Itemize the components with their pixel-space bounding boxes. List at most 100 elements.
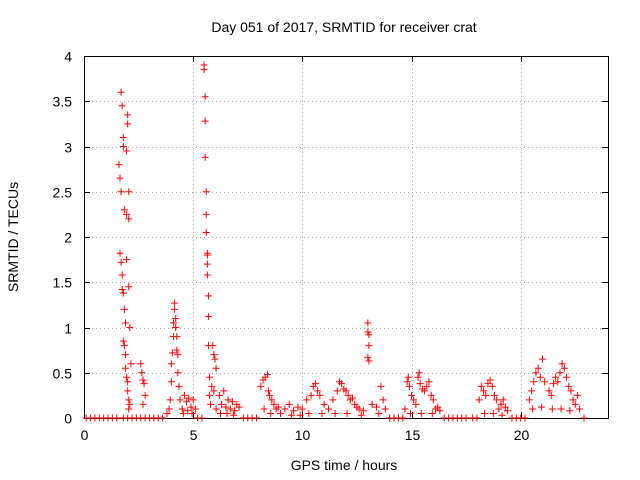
data-point — [139, 376, 147, 384]
data-point — [552, 373, 560, 381]
data-point — [202, 188, 210, 196]
data-point — [139, 400, 147, 408]
x-tick-label: 15 — [405, 427, 421, 443]
data-point — [119, 289, 127, 297]
data-point — [123, 210, 131, 218]
data-point — [113, 414, 121, 422]
data-point — [267, 409, 275, 417]
data-point — [545, 387, 553, 395]
data-point — [201, 117, 209, 125]
data-point — [427, 391, 435, 399]
data-point — [480, 387, 488, 395]
y-tick-label: 1.5 — [53, 275, 73, 291]
data-point — [405, 382, 413, 390]
data-point — [404, 373, 412, 381]
data-point — [556, 369, 564, 377]
data-point — [171, 305, 179, 313]
data-point — [201, 93, 209, 101]
data-point — [499, 396, 507, 404]
data-point — [119, 337, 127, 345]
data-point — [212, 364, 220, 372]
data-point — [318, 409, 326, 417]
data-point — [557, 405, 565, 413]
data-point — [343, 409, 351, 417]
data-point — [495, 405, 503, 413]
data-point — [263, 371, 271, 379]
data-point — [554, 378, 562, 386]
data-point — [285, 400, 293, 408]
data-point — [118, 285, 126, 293]
y-tick-label: 4 — [64, 49, 72, 65]
data-point — [124, 378, 132, 386]
data-point — [482, 391, 490, 399]
data-point — [475, 396, 483, 404]
data-point — [528, 387, 536, 395]
data-point — [200, 61, 208, 69]
data-point — [436, 407, 444, 415]
data-point — [571, 400, 579, 408]
data-point — [126, 324, 134, 331]
data-point — [294, 403, 302, 411]
data-point — [119, 143, 127, 150]
data-point — [204, 292, 212, 300]
data-point — [121, 351, 129, 359]
data-point — [381, 405, 389, 413]
data-point — [425, 378, 433, 386]
data-point — [208, 382, 216, 390]
data-point — [490, 391, 498, 399]
data-point — [224, 396, 232, 404]
data-point — [403, 378, 411, 386]
data-point — [167, 378, 175, 386]
data-point — [264, 387, 272, 395]
x-tick-label: 20 — [514, 427, 530, 443]
data-point — [565, 382, 573, 390]
data-point — [296, 411, 304, 419]
data-point — [576, 405, 584, 413]
data-point — [159, 414, 167, 422]
data-point — [497, 400, 505, 408]
data-point — [204, 313, 212, 321]
data-point — [137, 360, 145, 368]
data-point — [489, 409, 497, 417]
data-point — [549, 380, 557, 388]
data-point — [537, 403, 545, 411]
data-point — [569, 396, 577, 404]
data-point — [116, 249, 124, 257]
data-point — [183, 398, 191, 406]
data-point — [560, 364, 568, 372]
data-point — [344, 391, 352, 399]
data-point — [235, 403, 243, 411]
data-point — [357, 411, 365, 419]
data-point — [373, 403, 381, 411]
data-point — [179, 409, 187, 417]
data-point — [173, 346, 181, 354]
y-tick-label: 0.5 — [53, 366, 73, 382]
grid-lines — [84, 56, 608, 418]
data-point — [311, 380, 319, 388]
data-point — [118, 102, 126, 110]
data-point — [359, 407, 367, 415]
data-point — [488, 382, 496, 390]
data-point — [223, 409, 231, 417]
data-point — [174, 351, 182, 359]
data-point — [176, 396, 184, 404]
data-point — [429, 396, 437, 404]
data-points — [82, 61, 588, 422]
data-point — [268, 396, 276, 404]
data-point — [365, 357, 373, 365]
data-point — [375, 409, 383, 417]
data-point — [573, 391, 581, 399]
data-point — [462, 414, 470, 422]
data-point — [329, 396, 337, 404]
data-point — [218, 400, 226, 408]
data-point — [167, 360, 175, 368]
data-point — [548, 405, 556, 413]
data-point — [124, 111, 132, 119]
data-point — [124, 387, 132, 395]
data-point — [121, 364, 129, 372]
data-point — [117, 188, 125, 196]
data-point — [252, 414, 260, 422]
data-point — [123, 147, 131, 155]
data-point — [534, 364, 542, 372]
data-point — [123, 373, 131, 381]
